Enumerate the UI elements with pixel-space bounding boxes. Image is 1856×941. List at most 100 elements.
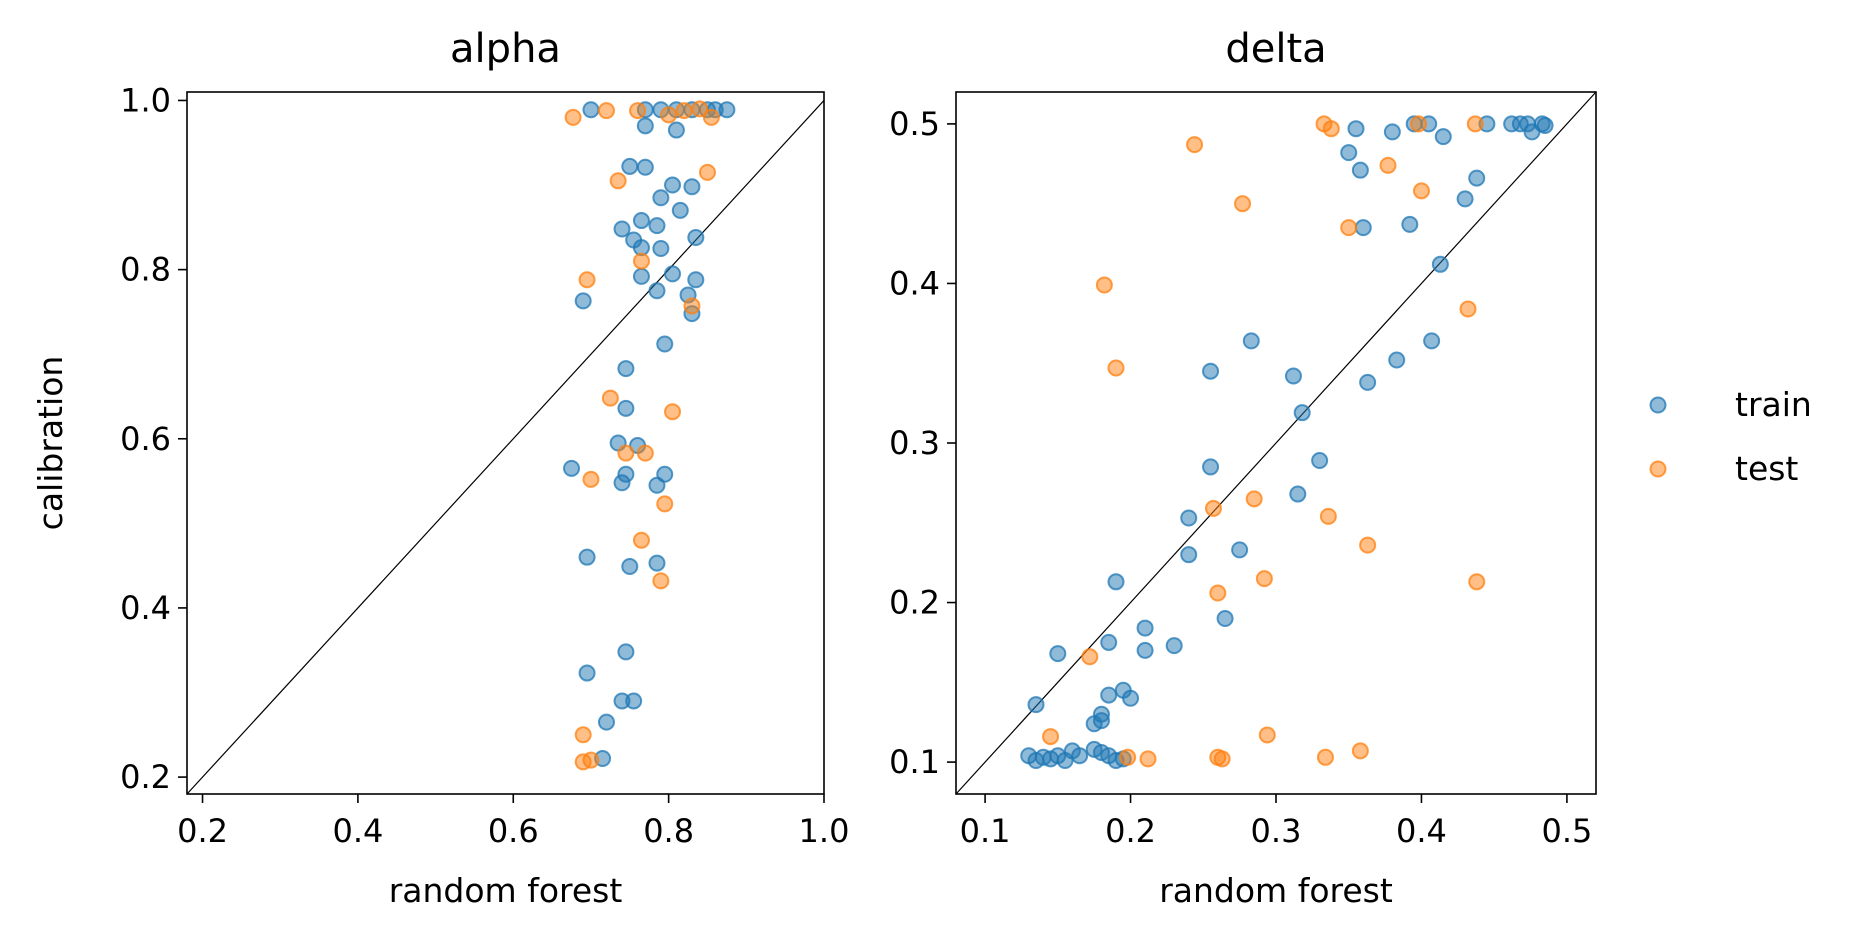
point-train [656,335,674,353]
y-tick-label: 1.0 [120,81,171,119]
x-tick-label: 0.2 [177,812,228,850]
legend-label-train: train [1735,385,1812,424]
point-train [1354,219,1372,237]
x-tick-label: 0.1 [960,812,1011,850]
point-test [582,751,600,769]
point-test [1351,742,1369,760]
legend-marker-test [1649,460,1667,478]
point-test [698,163,716,181]
point-train [1180,509,1198,527]
point-train [613,220,631,238]
point-test [656,495,674,513]
point-test [1410,115,1428,133]
point-test [609,172,627,190]
point-train [652,189,670,207]
point-train [1202,362,1220,380]
point-test [597,102,615,120]
point-train [1202,458,1220,476]
point-test [660,106,678,124]
point-test [1245,490,1263,508]
point-test [582,470,600,488]
point-train [636,117,654,135]
x-tick-label: 1.0 [799,812,850,850]
point-test [675,102,693,120]
point-train [1180,546,1198,564]
point-test [578,271,596,289]
y-tick-label: 0.4 [889,264,940,302]
y-tick-label: 0.2 [120,758,171,796]
x-tick-label: 0.3 [1251,812,1302,850]
point-train [683,178,701,196]
point-train [1284,367,1302,385]
point-train [632,267,650,285]
y-tick-label: 0.2 [889,584,940,622]
subplot-alpha: 0.2 0.4 0.6 0.8 1.0 0.2 0.4 0.6 0.8 1.0 alpha rando… [31,26,849,910]
point-train [648,554,666,572]
point-train [617,360,635,378]
subplot-delta: 0.1 0.2 0.3 0.4 0.5 0.1 0.2 0.3 0.4 0.5 delta rando… [889,26,1597,910]
identity-line [186,100,825,795]
point-test [1322,120,1340,138]
point-test [1316,748,1334,766]
y-tick-label: 0.8 [120,251,171,289]
point-train [578,664,596,682]
subplot-title: delta [1225,26,1326,72]
point-test [564,108,582,126]
point-train [578,548,596,566]
point-train [652,239,670,257]
x-tick-label: 0.2 [1105,812,1156,850]
legend: train test [1649,385,1812,488]
plots: 0.2 0.4 0.6 0.8 1.0 0.2 0.4 0.6 0.8 1.0 alpha rando… [31,26,1597,910]
point-train [1027,696,1045,714]
point-train [1388,351,1406,369]
point-test [1081,648,1099,666]
point-train [574,292,592,310]
point-test [629,102,647,120]
point-train [563,459,581,477]
point-train [1136,641,1154,659]
point-train [1423,332,1441,350]
point-train [1536,117,1554,135]
point-train [621,157,639,175]
point-test [636,444,654,462]
point-train [613,474,631,492]
x-tick-label: 0.4 [1396,812,1447,850]
y-axis-label: calibration [31,356,70,531]
point-train [1456,190,1474,208]
point-train [1165,637,1183,655]
point-test [1095,276,1113,294]
point-train [1401,215,1419,233]
y-tick-label: 0.5 [889,105,940,143]
point-test [632,252,650,270]
point-test [1359,536,1377,554]
legend-label-test: test [1735,449,1798,488]
point-test [1468,573,1486,591]
point-train [1049,645,1067,663]
x-tick-label: 0.8 [643,812,694,850]
point-train [648,217,666,235]
point-test [574,726,592,744]
point-train [664,176,682,194]
point-train [1216,610,1234,627]
point-test [1255,570,1273,588]
point-test [1204,499,1222,517]
y-tick-label: 0.3 [889,424,940,462]
point-test [1139,750,1157,768]
point-train [1340,144,1358,162]
y-tick-label: 0.6 [120,420,171,458]
x-axis-label: random forest [1159,871,1393,910]
point-train [1347,120,1365,138]
point-train [648,476,666,494]
point-test [1459,300,1477,318]
point-test [691,100,709,118]
point-train [648,282,666,300]
x-tick-label: 0.5 [1541,812,1592,850]
point-test [1412,182,1430,200]
x-tick-label: 0.6 [488,812,539,850]
point-train [1289,485,1307,503]
point-test [1209,584,1227,602]
point-train [1136,619,1154,637]
point-test [664,403,682,421]
point-train [1293,404,1311,422]
